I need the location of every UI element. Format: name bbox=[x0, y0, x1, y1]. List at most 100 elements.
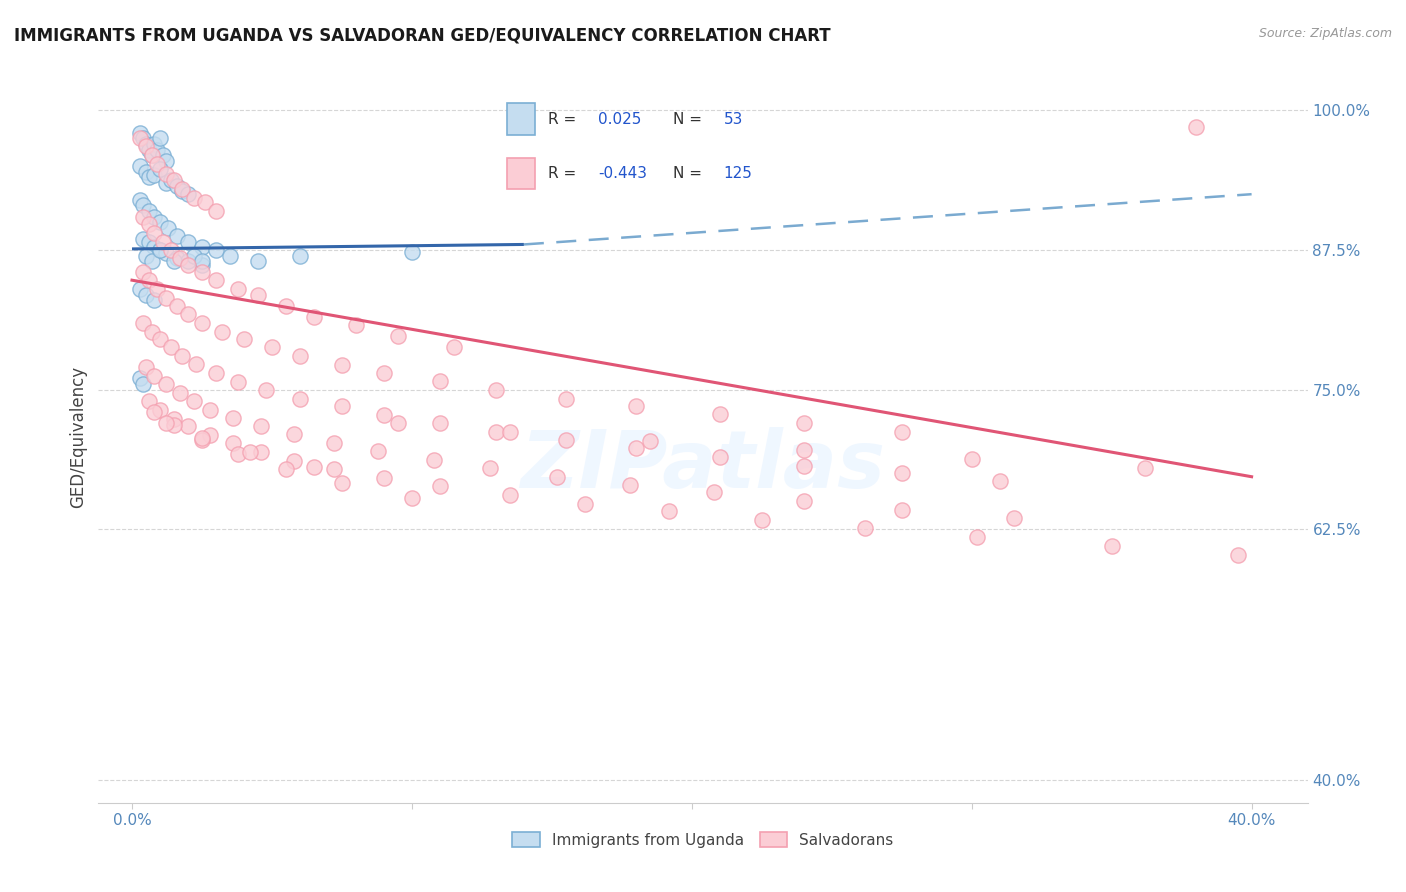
Point bbox=[194, 194, 217, 209]
Point bbox=[283, 454, 305, 468]
Point bbox=[638, 434, 661, 448]
Point bbox=[149, 215, 172, 229]
Point bbox=[146, 143, 169, 157]
Legend: Immigrants from Uganda, Salvadorans: Immigrants from Uganda, Salvadorans bbox=[506, 825, 900, 854]
Point bbox=[367, 444, 389, 458]
Point bbox=[149, 243, 172, 257]
Point bbox=[146, 282, 169, 296]
Text: ZIPatlas: ZIPatlas bbox=[520, 427, 886, 506]
Point bbox=[191, 265, 214, 279]
Point bbox=[709, 407, 731, 421]
Point bbox=[138, 170, 160, 185]
Point bbox=[155, 377, 177, 392]
Point bbox=[274, 299, 297, 313]
Point bbox=[138, 235, 160, 250]
Point bbox=[228, 282, 250, 296]
Point bbox=[177, 235, 200, 250]
Point bbox=[138, 393, 160, 408]
Point bbox=[1101, 539, 1123, 553]
Point bbox=[205, 243, 228, 257]
Point bbox=[479, 460, 502, 475]
Point bbox=[163, 418, 186, 433]
Point bbox=[205, 273, 228, 287]
Point bbox=[141, 148, 163, 162]
Point bbox=[205, 203, 228, 218]
Point bbox=[149, 332, 172, 346]
Point bbox=[254, 383, 277, 397]
Point bbox=[1002, 511, 1025, 525]
Point bbox=[429, 374, 451, 388]
Point bbox=[191, 258, 214, 272]
Point bbox=[246, 254, 269, 268]
Point bbox=[249, 419, 271, 434]
Point bbox=[191, 431, 214, 445]
Point bbox=[288, 349, 311, 363]
Point bbox=[219, 249, 242, 263]
Point bbox=[1226, 548, 1249, 562]
Point bbox=[166, 299, 188, 313]
Point bbox=[160, 243, 183, 257]
Point bbox=[228, 375, 250, 389]
Point bbox=[546, 469, 568, 483]
Point bbox=[191, 433, 214, 447]
Point bbox=[135, 165, 157, 179]
Point bbox=[499, 487, 522, 501]
Point bbox=[132, 316, 155, 330]
Point bbox=[172, 181, 194, 195]
Point bbox=[373, 366, 395, 380]
Point bbox=[129, 126, 152, 140]
Point bbox=[624, 441, 647, 455]
Point bbox=[155, 167, 177, 181]
Point bbox=[155, 176, 177, 190]
Point bbox=[703, 485, 725, 500]
Point bbox=[373, 409, 395, 423]
Point bbox=[288, 249, 311, 263]
Point bbox=[163, 254, 186, 268]
Point bbox=[177, 187, 200, 202]
Point bbox=[890, 425, 912, 439]
Point bbox=[793, 494, 815, 508]
Point bbox=[330, 400, 353, 414]
Point bbox=[135, 287, 157, 301]
Point bbox=[129, 131, 152, 145]
Point bbox=[344, 318, 367, 332]
Point bbox=[163, 172, 186, 186]
Point bbox=[233, 332, 256, 346]
Point bbox=[172, 184, 194, 198]
Point bbox=[129, 193, 152, 207]
Point bbox=[200, 428, 222, 442]
Point bbox=[228, 447, 250, 461]
Point bbox=[149, 161, 172, 176]
Point bbox=[322, 436, 344, 450]
Point bbox=[146, 157, 169, 171]
Text: Source: ZipAtlas.com: Source: ZipAtlas.com bbox=[1258, 27, 1392, 40]
Point bbox=[143, 405, 166, 419]
Point bbox=[155, 416, 177, 430]
Point bbox=[143, 369, 166, 384]
Point bbox=[132, 265, 155, 279]
Point bbox=[177, 254, 200, 268]
Point bbox=[288, 392, 311, 406]
Text: IMMIGRANTS FROM UGANDA VS SALVADORAN GED/EQUIVALENCY CORRELATION CHART: IMMIGRANTS FROM UGANDA VS SALVADORAN GED… bbox=[14, 27, 831, 45]
Point bbox=[141, 148, 163, 162]
Point bbox=[222, 410, 245, 425]
Point bbox=[191, 240, 214, 254]
Point bbox=[274, 462, 297, 476]
Point bbox=[960, 451, 983, 466]
Point bbox=[186, 357, 208, 371]
Point bbox=[143, 227, 166, 241]
Y-axis label: GED/Equivalency: GED/Equivalency bbox=[69, 366, 87, 508]
Point bbox=[330, 476, 353, 491]
Point bbox=[132, 210, 155, 224]
Point bbox=[172, 349, 194, 363]
Point bbox=[793, 458, 815, 473]
Point bbox=[658, 504, 681, 518]
Point bbox=[155, 291, 177, 305]
Point bbox=[322, 462, 344, 476]
Point bbox=[1135, 460, 1157, 475]
Point bbox=[200, 402, 222, 417]
Point bbox=[222, 436, 245, 450]
Point bbox=[485, 383, 508, 397]
Point bbox=[138, 143, 160, 157]
Point bbox=[239, 445, 262, 459]
